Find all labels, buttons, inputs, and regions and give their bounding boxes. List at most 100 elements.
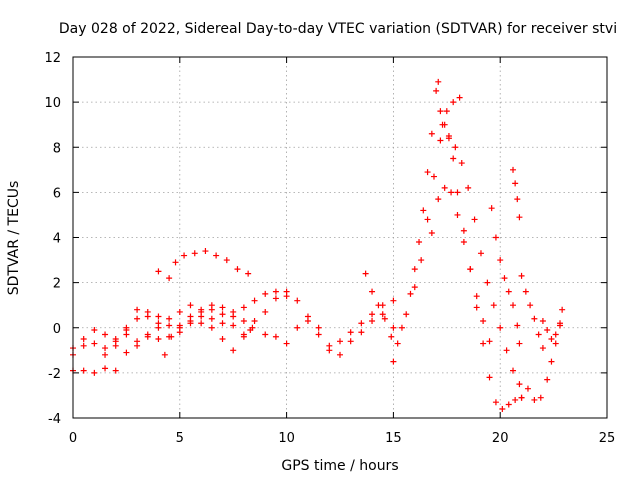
data-point (251, 317, 258, 324)
data-point (91, 369, 98, 376)
data-point (337, 338, 343, 345)
data-point (219, 311, 226, 318)
data-point (347, 329, 354, 336)
satellite-track-15 (518, 306, 566, 403)
data-point (394, 340, 401, 347)
data-point (522, 288, 529, 295)
data-point (418, 257, 425, 264)
data-point (166, 333, 173, 340)
data-point (480, 340, 487, 347)
data-point (155, 268, 162, 275)
data-point (524, 385, 531, 392)
data-point (208, 302, 215, 309)
y-tick-label: 4 (53, 232, 61, 247)
data-point (492, 399, 499, 406)
chart-title: Day 028 of 2022, Sidereal Day-to-day VTE… (59, 21, 617, 37)
data-point (240, 317, 247, 324)
data-point (473, 293, 480, 300)
data-point (219, 304, 226, 311)
y-tick-label: 12 (44, 51, 61, 66)
x-tick-label: 10 (278, 431, 295, 446)
data-point (166, 275, 173, 282)
grid (73, 57, 607, 418)
satellite-track-14 (518, 272, 546, 352)
data-point (435, 196, 442, 203)
data-point (144, 313, 151, 320)
data-point (134, 315, 141, 322)
data-point (219, 320, 226, 327)
data-point (362, 270, 369, 277)
data-point (531, 396, 538, 403)
data-point (435, 78, 442, 85)
data-point (102, 331, 109, 338)
data-point (294, 297, 301, 304)
y-axis-title: SDTVAR / TECUs (6, 181, 22, 296)
data-point (441, 184, 448, 191)
satellite-track-4 (102, 288, 290, 358)
data-point (198, 308, 205, 315)
data-point (144, 331, 151, 338)
data-point (424, 169, 431, 176)
data-point (230, 313, 237, 320)
satellite-track-7 (362, 270, 395, 340)
data-point (272, 288, 279, 295)
data-point (315, 331, 322, 338)
plot-frame (72, 56, 608, 419)
data-point (176, 329, 183, 336)
satellite-track-2 (70, 302, 256, 376)
data-point (510, 166, 517, 173)
y-tick-label: 2 (53, 277, 61, 292)
data-point (112, 367, 119, 374)
data-point (416, 239, 423, 246)
satellite-track-1 (70, 306, 254, 352)
data-point (448, 189, 455, 196)
data-point (433, 87, 440, 94)
data-point (450, 155, 457, 162)
data-point (213, 252, 220, 259)
data-point (112, 336, 119, 343)
data-point (91, 340, 98, 347)
data-point (497, 324, 504, 331)
data-point (388, 333, 395, 340)
satellite-track-5 (155, 248, 252, 282)
data-point (490, 302, 497, 309)
data-point (283, 293, 290, 300)
y-tick-label: -2 (48, 367, 61, 382)
data-point (535, 331, 542, 338)
y-tick-labels: -4 -2 0 2 4 6 8 10 12 (44, 51, 61, 427)
data-point (454, 189, 461, 196)
data-point (198, 320, 205, 327)
data-point (516, 214, 523, 221)
data-point (516, 340, 523, 347)
data-point (358, 320, 365, 327)
data-point (102, 365, 109, 372)
data-point (454, 211, 461, 218)
data-point (486, 374, 493, 381)
data-point (102, 345, 109, 352)
data-point (460, 239, 467, 246)
data-point (458, 160, 465, 167)
data-point (375, 302, 382, 309)
y-tick-label: 0 (53, 322, 61, 337)
satellite-track-6 (262, 311, 397, 358)
data-point (503, 347, 510, 354)
data-point (347, 338, 354, 345)
data-point (552, 340, 559, 347)
data-point (428, 229, 435, 236)
data-point (411, 266, 418, 273)
satellite-track-10 (428, 184, 493, 345)
data-point (390, 324, 397, 331)
data-point (123, 349, 130, 356)
data-point (358, 329, 365, 336)
data-point (471, 216, 478, 223)
data-point (477, 250, 484, 257)
y-tick-label: 10 (44, 96, 61, 111)
data-point (102, 351, 109, 358)
data-point (557, 322, 564, 329)
data-point (527, 302, 534, 309)
data-point (548, 358, 555, 365)
data-point (486, 338, 493, 345)
data-point (460, 227, 467, 234)
data-point (181, 252, 188, 259)
